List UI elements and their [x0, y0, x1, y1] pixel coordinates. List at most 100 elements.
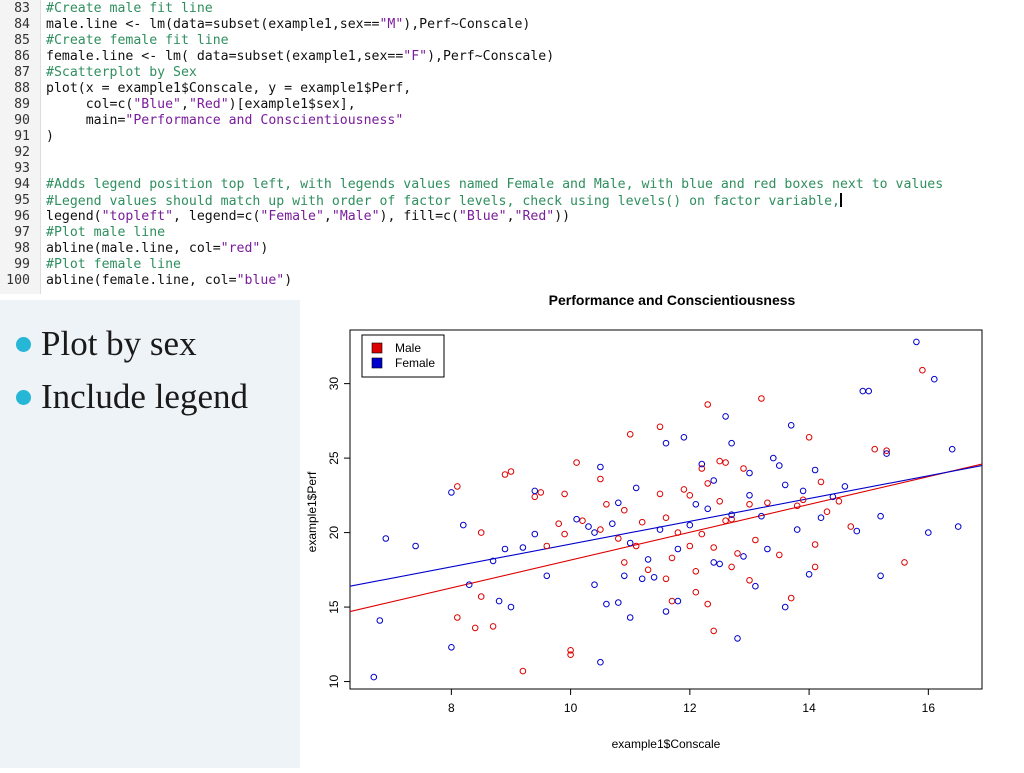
- point-female: [781, 603, 789, 611]
- code-editor[interactable]: 83 #Create male fit line 84 male.line <- lm…: [0, 0, 1024, 294]
- code-text[interactable]: plot(x = example1$Conscale, y = example1…: [46, 81, 412, 96]
- point-female: [811, 466, 819, 474]
- code-text[interactable]: col=c("Blue","Red")[example1$sex],: [46, 97, 356, 112]
- code-text[interactable]: #Adds legend position top left, with leg…: [46, 177, 944, 192]
- code-text[interactable]: abline(female.line, col="blue"): [46, 273, 293, 288]
- point-female: [615, 499, 622, 507]
- code-text[interactable]: #Create female fit line: [46, 33, 229, 48]
- point-female: [626, 614, 634, 621]
- point-male: [537, 489, 545, 496]
- point-male: [746, 501, 753, 508]
- point-male: [567, 647, 574, 654]
- code-line[interactable]: 93: [0, 161, 1024, 177]
- code-line[interactable]: 85 #Create female fit line: [0, 33, 1024, 49]
- point-female: [770, 454, 777, 462]
- line-number: 96: [14, 209, 30, 224]
- point-female: [925, 529, 932, 536]
- line-number: 90: [14, 113, 30, 128]
- code-line[interactable]: 97 #Plot male line: [0, 225, 1024, 241]
- code-line[interactable]: 84 male.line <- lm(data=subset(example1,s…: [0, 17, 1024, 33]
- legend-swatch-female: [371, 357, 383, 369]
- line-number: 91: [14, 129, 30, 144]
- code-line[interactable]: 92: [0, 145, 1024, 161]
- point-male: [847, 523, 855, 530]
- code-text[interactable]: ): [46, 129, 54, 144]
- code-text[interactable]: #Plot female line: [46, 257, 181, 272]
- point-male: [710, 627, 718, 635]
- point-male: [632, 542, 640, 550]
- code-text[interactable]: #Scatterplot by Sex: [46, 65, 197, 80]
- code-text[interactable]: #Plot male line: [46, 225, 166, 240]
- point-male: [555, 520, 563, 527]
- point-male: [686, 492, 694, 499]
- line-number: 97: [14, 225, 30, 240]
- code-line[interactable]: 100 abline(female.line, col="blue"): [0, 273, 1024, 289]
- code-line[interactable]: 95 #Legend values should match up with or…: [0, 193, 1024, 209]
- point-male: [621, 506, 628, 514]
- point-female: [781, 481, 789, 489]
- code-line[interactable]: 94 #Adds legend position top left, with l…: [0, 177, 1024, 193]
- fit-line-female: [349, 465, 983, 587]
- code-text[interactable]: abline(male.line, col="red"): [46, 241, 269, 256]
- chart-legend: Male Female: [361, 334, 445, 378]
- point-female: [805, 571, 813, 578]
- legend-box: [361, 334, 445, 378]
- x-tick-label: 16: [922, 701, 936, 715]
- code-line[interactable]: 87 #Scatterplot by Sex: [0, 65, 1024, 81]
- code-line[interactable]: 90 main="Performance and Conscientiousne…: [0, 113, 1024, 129]
- point-female: [495, 597, 503, 605]
- point-female: [448, 489, 455, 496]
- code-text[interactable]: #Create male fit line: [46, 1, 213, 16]
- point-female: [644, 556, 652, 563]
- point-male: [716, 498, 724, 505]
- code-line[interactable]: 96 legend("topleft", legend=c("Female","M…: [0, 209, 1024, 225]
- code-line[interactable]: 99 #Plot female line: [0, 257, 1024, 273]
- y-tick-label: 10: [327, 675, 341, 689]
- code-text[interactable]: main="Performance and Conscientiousness": [46, 113, 404, 128]
- point-female: [829, 493, 837, 501]
- code-line[interactable]: 86 female.line <- lm( data=subset(example…: [0, 49, 1024, 65]
- point-female: [501, 545, 509, 553]
- scatter-points: [370, 338, 962, 681]
- code-line[interactable]: 89 col=c("Blue","Red")[example1$sex],: [0, 97, 1024, 113]
- line-number-gutter: [0, 0, 41, 294]
- point-female: [746, 492, 753, 499]
- point-female: [841, 483, 849, 490]
- code-line[interactable]: 98 abline(male.line, col="red"): [0, 241, 1024, 257]
- point-female: [597, 658, 604, 666]
- point-male: [471, 624, 479, 632]
- point-male: [722, 459, 729, 466]
- point-male: [758, 395, 765, 402]
- point-male: [871, 445, 879, 453]
- point-female: [591, 529, 598, 536]
- code-text[interactable]: legend("topleft", legend=c("Female","Mal…: [46, 209, 571, 224]
- point-male: [835, 498, 843, 505]
- point-female: [412, 542, 419, 550]
- chart-title: Performance and Conscientiousness: [549, 292, 796, 308]
- point-male: [519, 667, 527, 675]
- point-female: [621, 572, 628, 580]
- point-female: [799, 487, 807, 495]
- code-text[interactable]: #Legend values should match up with orde…: [46, 193, 842, 209]
- point-male: [793, 502, 801, 510]
- code-line[interactable]: 83 #Create male fit line: [0, 1, 1024, 17]
- legend-label-female: Female: [395, 356, 435, 370]
- point-female: [603, 600, 610, 608]
- point-male: [704, 480, 712, 487]
- point-male: [704, 600, 712, 608]
- point-female: [752, 582, 759, 590]
- code-text[interactable]: male.line <- lm(data=subset(example1,sex…: [46, 17, 531, 32]
- point-male: [764, 499, 771, 507]
- point-female: [662, 439, 670, 447]
- point-female: [460, 521, 467, 529]
- bullet-dot-icon: [16, 389, 31, 405]
- point-female: [931, 375, 938, 383]
- code-line[interactable]: 88 plot(x = example1$Conscale, y = exampl…: [0, 81, 1024, 97]
- point-male: [728, 515, 735, 523]
- code-text[interactable]: female.line <- lm( data=subset(example1,…: [46, 49, 555, 64]
- point-male: [740, 465, 747, 472]
- legend-swatch-male: [371, 342, 383, 354]
- point-female: [597, 463, 604, 471]
- y-axis: 10 15 20 25 30: [327, 377, 350, 689]
- code-line[interactable]: 91): [0, 129, 1024, 145]
